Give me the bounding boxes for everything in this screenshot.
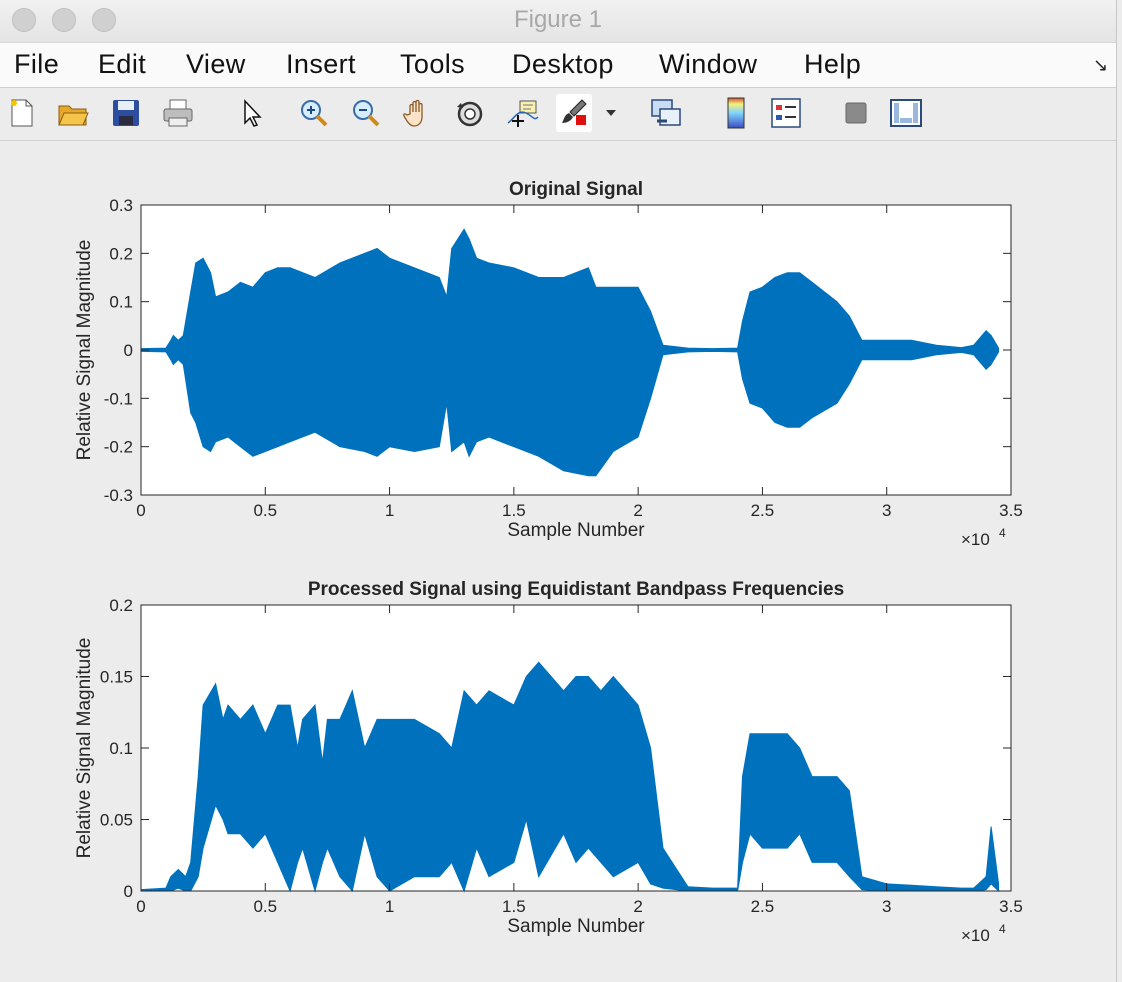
rotate-3d-icon[interactable] bbox=[452, 94, 488, 132]
title-bar[interactable]: Figure 1 bbox=[0, 0, 1116, 42]
undock-arrow-icon[interactable]: ↘ bbox=[1093, 55, 1109, 75]
y-tick-label: 0.2 bbox=[109, 244, 133, 263]
pointer-icon[interactable] bbox=[232, 94, 268, 132]
show-plot-tools-icon[interactable] bbox=[888, 94, 924, 132]
zoom-out-icon[interactable] bbox=[348, 94, 384, 132]
new-figure-icon[interactable] bbox=[4, 94, 40, 132]
colorbar-icon[interactable] bbox=[718, 94, 754, 132]
pan-icon[interactable] bbox=[400, 94, 436, 132]
x-tick-label: 0.5 bbox=[253, 501, 277, 520]
axes-original-signal: 0 0.5 1 1.5 2 2.5 3 3.5 -0.3 -0.2 -0.1 0 0.1 0.2 0.3 Or… bbox=[74, 179, 1023, 549]
x-tick-label: 3.5 bbox=[999, 501, 1023, 520]
y-tick-label: 0.1 bbox=[109, 739, 133, 758]
figure-canvas: 0 0.5 1 1.5 2 2.5 3 3.5 -0.3 -0.2 -0.1 0 0.1 0.2 0.3 Or… bbox=[74, 179, 1023, 945]
y-tick-label: -0.2 bbox=[104, 438, 133, 457]
open-file-icon[interactable] bbox=[55, 94, 91, 132]
x-tick-label: 0 bbox=[136, 897, 145, 916]
y-tick-label: -0.1 bbox=[104, 389, 133, 408]
x-exponent-power: 4 bbox=[999, 526, 1006, 540]
y-tick-label: 0.05 bbox=[100, 811, 133, 830]
menu-edit[interactable]: Edit bbox=[98, 49, 147, 79]
y-tick-label: 0.2 bbox=[109, 596, 133, 615]
link-plot-icon[interactable] bbox=[648, 94, 684, 132]
x-tick-label: 1.5 bbox=[502, 501, 526, 520]
y-axis-label: Relative Signal Magnitude bbox=[74, 638, 95, 859]
brush-icon[interactable] bbox=[556, 94, 592, 132]
x-tick-label: 3 bbox=[882, 501, 891, 520]
x-tick-label: 3.5 bbox=[999, 897, 1023, 916]
menu-bar: File Edit View Insert Tools Desktop Wind… bbox=[0, 42, 1116, 88]
print-icon[interactable] bbox=[160, 94, 196, 132]
axes-title: Processed Signal using Equidistant Bandp… bbox=[308, 579, 844, 600]
x-axis-label: Sample Number bbox=[507, 520, 645, 541]
y-tick-label: 0 bbox=[124, 882, 133, 901]
menu-desktop[interactable]: Desktop bbox=[512, 49, 614, 79]
x-tick-label: 2 bbox=[633, 897, 642, 916]
x-tick-label: 1.5 bbox=[502, 897, 526, 916]
menu-tools[interactable]: Tools bbox=[400, 49, 466, 79]
zoom-in-icon[interactable] bbox=[296, 94, 332, 132]
y-tick-label: -0.3 bbox=[104, 486, 133, 505]
x-axis-label: Sample Number bbox=[507, 916, 645, 937]
y-axis-label: Relative Signal Magnitude bbox=[74, 240, 95, 461]
x-tick-label: 0.5 bbox=[253, 897, 277, 916]
hide-plot-tools-icon[interactable] bbox=[838, 94, 874, 132]
axes-processed-signal: 0 0.5 1 1.5 2 2.5 3 3.5 0 0.05 0.1 0.15 0.2 Processed… bbox=[74, 579, 1023, 945]
brush-dropdown-icon[interactable] bbox=[596, 94, 626, 132]
x-tick-label: 3 bbox=[882, 897, 891, 916]
y-tick-label: 0.3 bbox=[109, 196, 133, 215]
signal-waveform bbox=[140, 228, 1000, 477]
data-cursor-icon[interactable] bbox=[505, 94, 541, 132]
x-tick-label: 0 bbox=[136, 501, 145, 520]
menu-insert[interactable]: Insert bbox=[286, 49, 356, 79]
x-tick-label: 2 bbox=[633, 501, 642, 520]
close-window-button[interactable] bbox=[12, 8, 36, 32]
x-tick-label: 1 bbox=[385, 501, 394, 520]
minimize-window-button[interactable] bbox=[52, 8, 76, 32]
menu-file[interactable]: File bbox=[14, 49, 60, 79]
menu-window[interactable]: Window bbox=[659, 49, 758, 79]
x-tick-label: 2.5 bbox=[751, 501, 775, 520]
x-exponent-label: ×10 bbox=[961, 926, 990, 945]
y-tick-label: 0.15 bbox=[100, 668, 133, 687]
x-exponent-label: ×10 bbox=[961, 530, 990, 549]
x-tick-label: 2.5 bbox=[751, 897, 775, 916]
y-tick-label: 0 bbox=[124, 341, 133, 360]
x-tick-label: 1 bbox=[385, 897, 394, 916]
menu-help[interactable]: Help bbox=[804, 49, 862, 79]
window-title: Figure 1 bbox=[513, 6, 603, 33]
menu-view[interactable]: View bbox=[186, 49, 246, 79]
figure-toolbar bbox=[0, 88, 1116, 141]
x-exponent-power: 4 bbox=[999, 922, 1006, 936]
zoom-window-button[interactable] bbox=[92, 8, 116, 32]
legend-icon[interactable] bbox=[768, 94, 804, 132]
save-icon[interactable] bbox=[108, 94, 144, 132]
y-tick-label: 0.1 bbox=[109, 293, 133, 312]
axes-title: Original Signal bbox=[509, 179, 643, 200]
